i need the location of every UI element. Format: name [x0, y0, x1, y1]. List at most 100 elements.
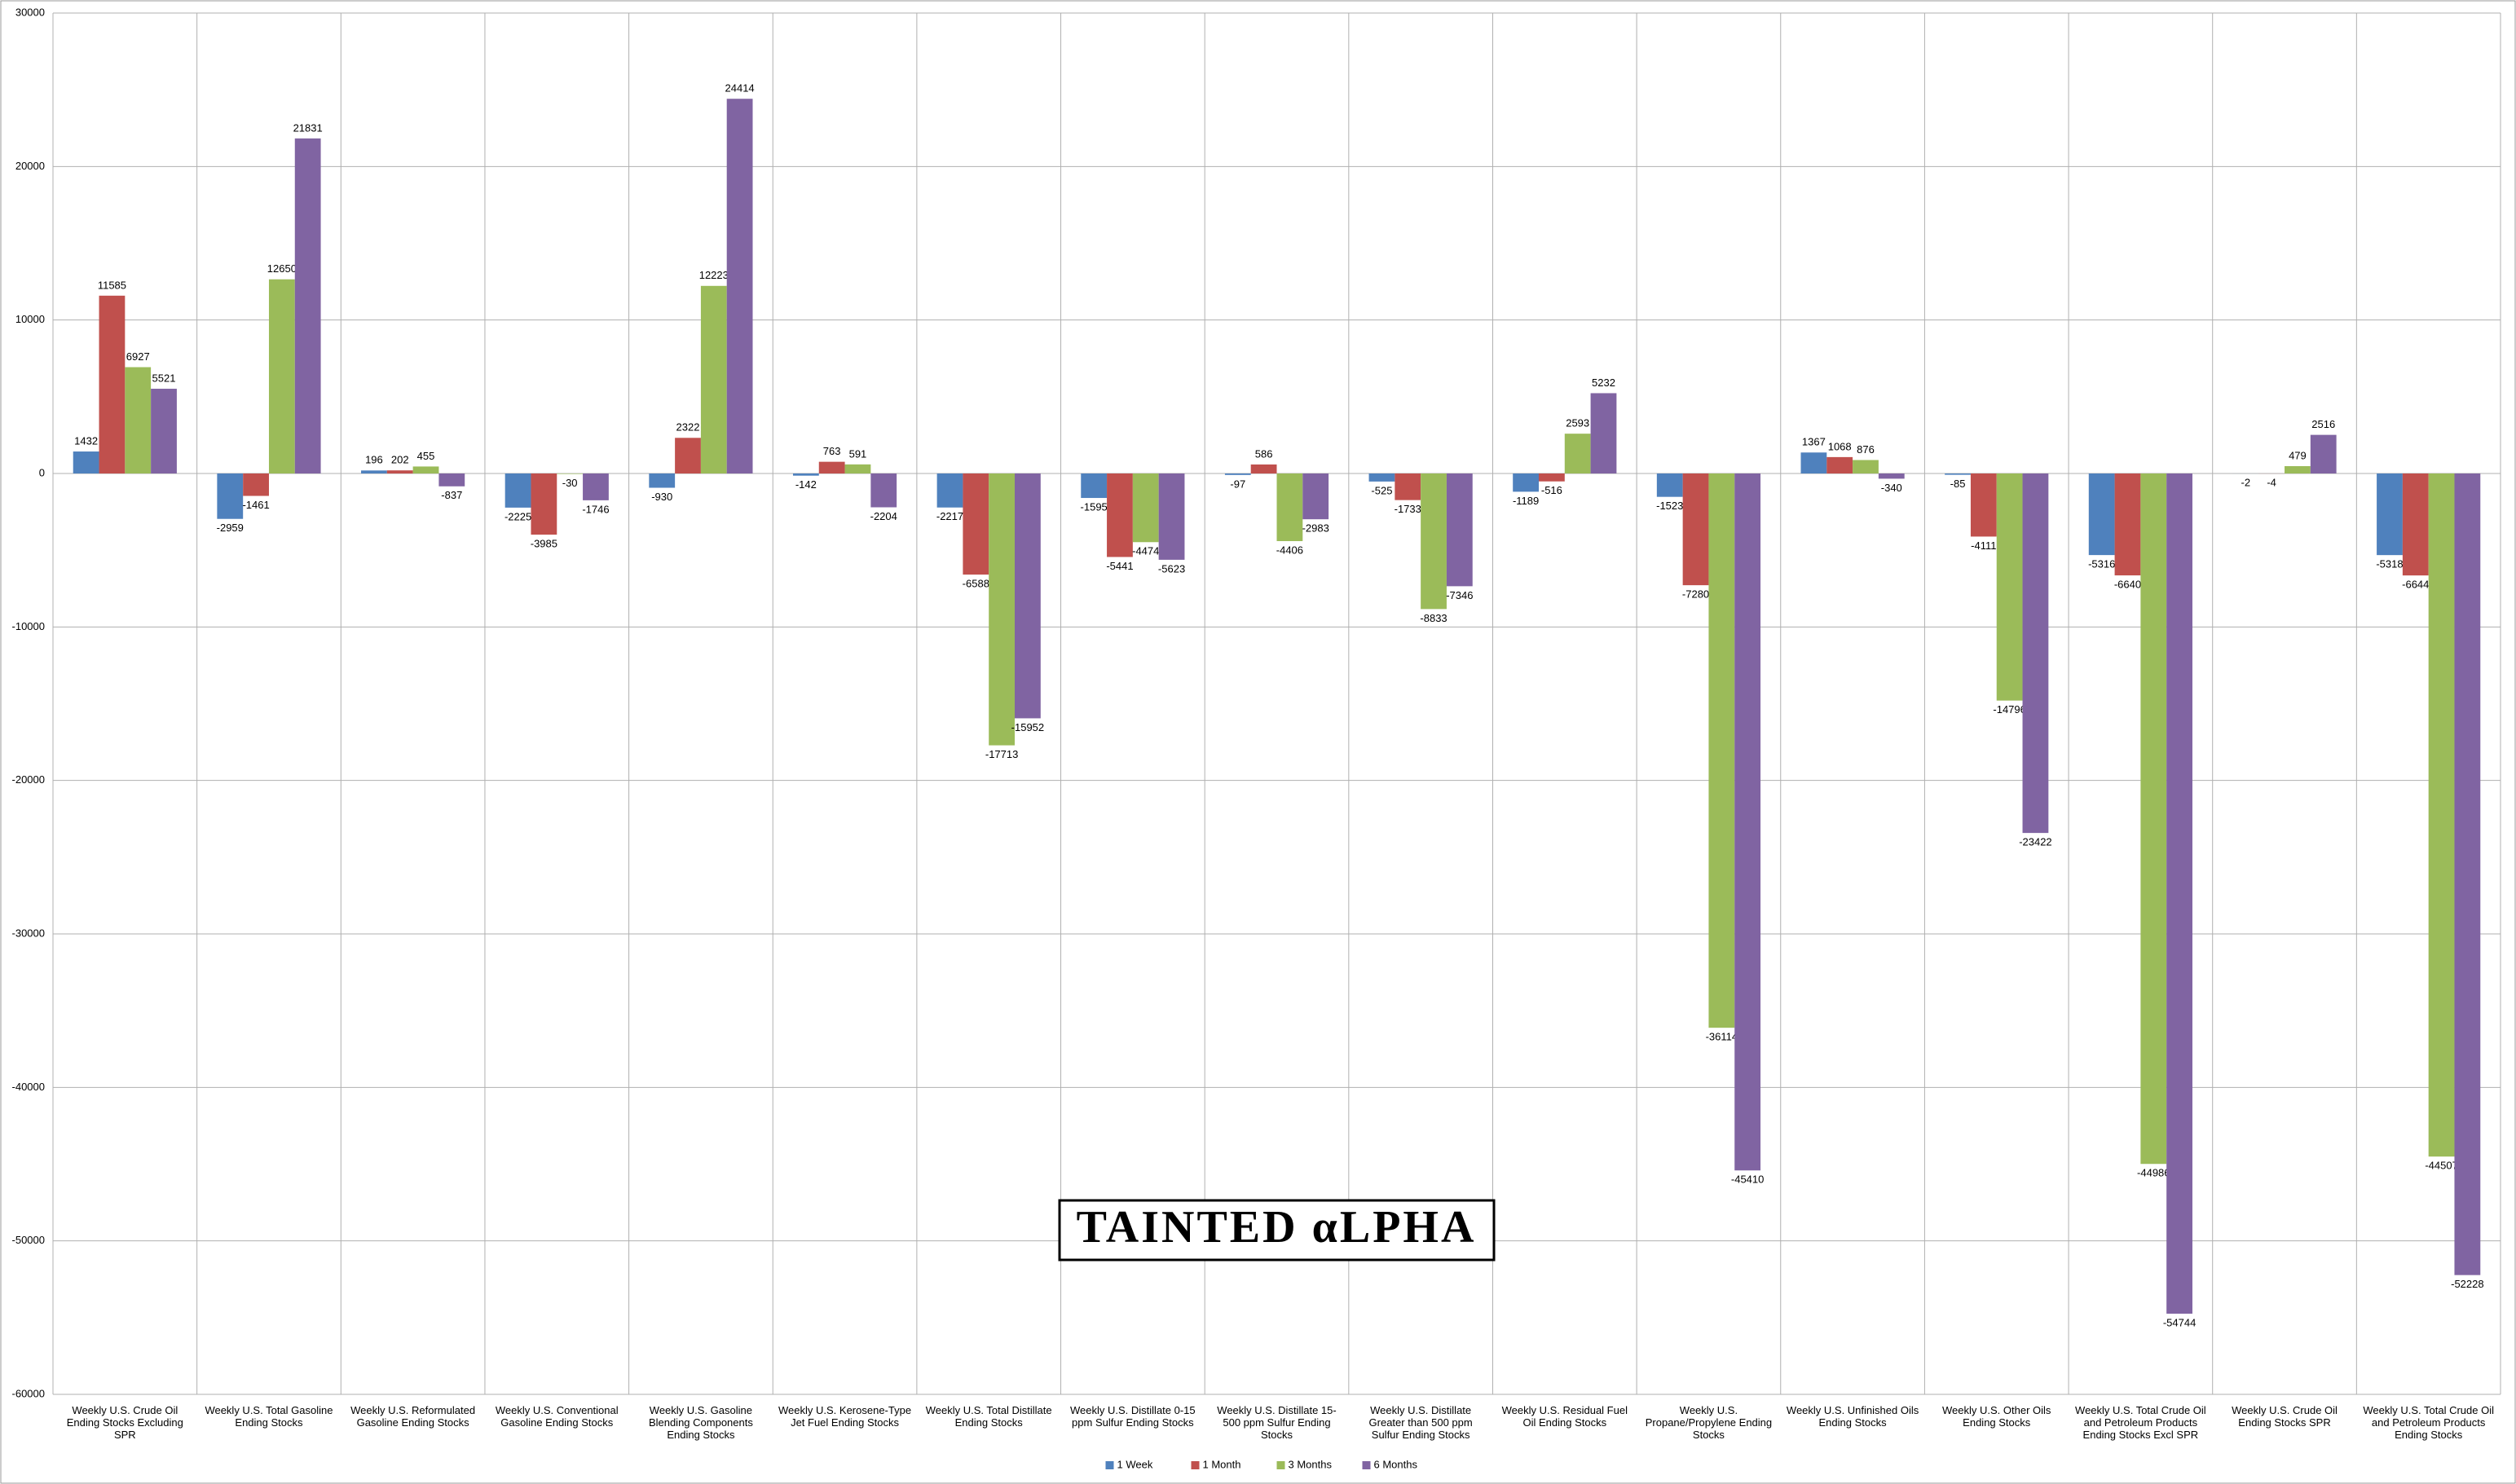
bar	[1158, 473, 1185, 560]
data-label: 2516	[2311, 418, 2335, 430]
data-label: -4111	[1971, 539, 1996, 552]
bar	[963, 473, 989, 575]
data-label: 21831	[293, 121, 323, 134]
watermark-box	[1058, 1199, 1496, 1262]
bar	[989, 473, 1016, 746]
bar	[2022, 473, 2049, 834]
bar	[1800, 452, 1827, 473]
x-tick-label: Weekly U.S. Total Crude Oil and Petroleu…	[2363, 1404, 2494, 1441]
data-label: -23422	[2019, 836, 2051, 848]
data-label: -45410	[1731, 1174, 1764, 1186]
bar	[73, 451, 99, 473]
x-tick-label: Weekly U.S. Gasoline Blending Components…	[648, 1404, 753, 1441]
bar	[700, 285, 727, 473]
bar	[99, 295, 126, 473]
data-label: -6644	[2402, 579, 2429, 591]
data-label: -142	[795, 478, 817, 491]
data-label: -2225	[505, 510, 531, 522]
x-tick-label: Weekly U.S. Total Gasoline Ending Stocks	[205, 1404, 333, 1429]
bar	[557, 473, 584, 474]
x-tick-label: Weekly U.S. Distillate Greater than 500 …	[1368, 1404, 1473, 1441]
bar	[583, 473, 609, 500]
bar	[792, 473, 819, 476]
data-label: -15952	[1011, 721, 1044, 733]
bar	[844, 464, 871, 473]
bar	[505, 473, 531, 508]
y-tick-label: 20000	[15, 160, 45, 172]
data-label: 2322	[676, 421, 700, 434]
data-label: -6640	[2114, 578, 2141, 590]
bar	[2454, 473, 2481, 1275]
legend-swatch	[1362, 1461, 1371, 1469]
data-label: -516	[1541, 484, 1562, 496]
data-label: 12223	[699, 269, 729, 281]
bar	[1945, 473, 1971, 475]
data-label: -1595	[1081, 500, 1108, 513]
x-tick-label: Weekly U.S. Reformulated Gasoline Ending…	[350, 1404, 476, 1429]
x-tick-label: Weekly U.S. Residual Fuel Oil Ending Sto…	[1501, 1404, 1628, 1429]
bar	[1250, 464, 1277, 473]
data-label: -1733	[1395, 503, 1421, 515]
data-label: -5318	[2376, 558, 2403, 570]
y-tick-label: 10000	[15, 313, 45, 325]
data-label: -3985	[531, 537, 557, 549]
data-label: -5316	[2088, 558, 2115, 570]
bar	[2377, 473, 2403, 556]
data-label: 455	[417, 450, 435, 462]
data-label: 5521	[152, 372, 176, 384]
x-tick-label: Weekly U.S. Other Oils Ending Stocks	[1942, 1404, 2051, 1429]
data-label: 11585	[98, 279, 126, 291]
bar	[649, 473, 676, 488]
bar	[1015, 473, 1041, 719]
data-label: 1432	[74, 434, 98, 447]
legend-label: 1 Month	[1203, 1458, 1241, 1470]
x-tick-label: Weekly U.S. Distillate 15-500 ppm Sulfur…	[1217, 1404, 1337, 1441]
x-tick-label: Weekly U.S. Unfinished Oils Ending Stock…	[1786, 1404, 1919, 1429]
data-label: -36114	[1706, 1031, 1738, 1043]
data-label: 763	[823, 445, 841, 457]
data-label: 6927	[126, 350, 150, 363]
bar	[1421, 473, 1447, 610]
data-label: -7280	[1682, 588, 1709, 601]
y-tick-label: -40000	[12, 1081, 45, 1093]
data-label: -340	[1881, 482, 1902, 494]
data-label: 586	[1255, 447, 1273, 460]
data-label: -930	[651, 491, 672, 503]
bar	[1708, 473, 1735, 1028]
data-label: 876	[1857, 443, 1875, 456]
bar	[818, 461, 845, 473]
data-label: 2593	[1566, 417, 1589, 429]
x-tick-label: Weekly U.S. Kerosene-Type Jet Fuel Endin…	[778, 1404, 912, 1429]
bar	[217, 473, 244, 519]
bar	[1395, 473, 1421, 500]
data-label: -52228	[2451, 1278, 2483, 1290]
legend-swatch	[1191, 1461, 1200, 1469]
bar	[125, 367, 152, 473]
bar	[675, 438, 701, 473]
data-label: -4406	[1276, 544, 1303, 556]
data-label: -44507	[2425, 1160, 2457, 1172]
data-label: -2959	[217, 522, 244, 534]
data-label: 202	[391, 454, 409, 466]
data-label: -7346	[1446, 589, 1473, 601]
bar	[1081, 473, 1108, 499]
data-label: -17713	[985, 748, 1018, 760]
bar	[1276, 473, 1303, 541]
watermark: TAINTED αLPHA	[1077, 1202, 1477, 1253]
x-tick-label: Weekly U.S. Propane/Propylene Ending Sto…	[1645, 1404, 1773, 1441]
bar	[936, 473, 963, 508]
bar	[726, 99, 753, 473]
legend-label: 1 Week	[1117, 1458, 1153, 1470]
bar	[1590, 393, 1617, 473]
data-label: 479	[2289, 449, 2307, 461]
data-label: -30	[562, 477, 578, 489]
bar	[2088, 473, 2115, 556]
bar	[1734, 473, 1761, 1171]
data-label: -4474	[1132, 545, 1159, 557]
data-label: -2217	[936, 510, 963, 522]
bar	[2285, 465, 2311, 473]
data-label: -8833	[1420, 612, 1447, 624]
data-label: 196	[365, 454, 383, 466]
bar	[1970, 473, 1997, 537]
